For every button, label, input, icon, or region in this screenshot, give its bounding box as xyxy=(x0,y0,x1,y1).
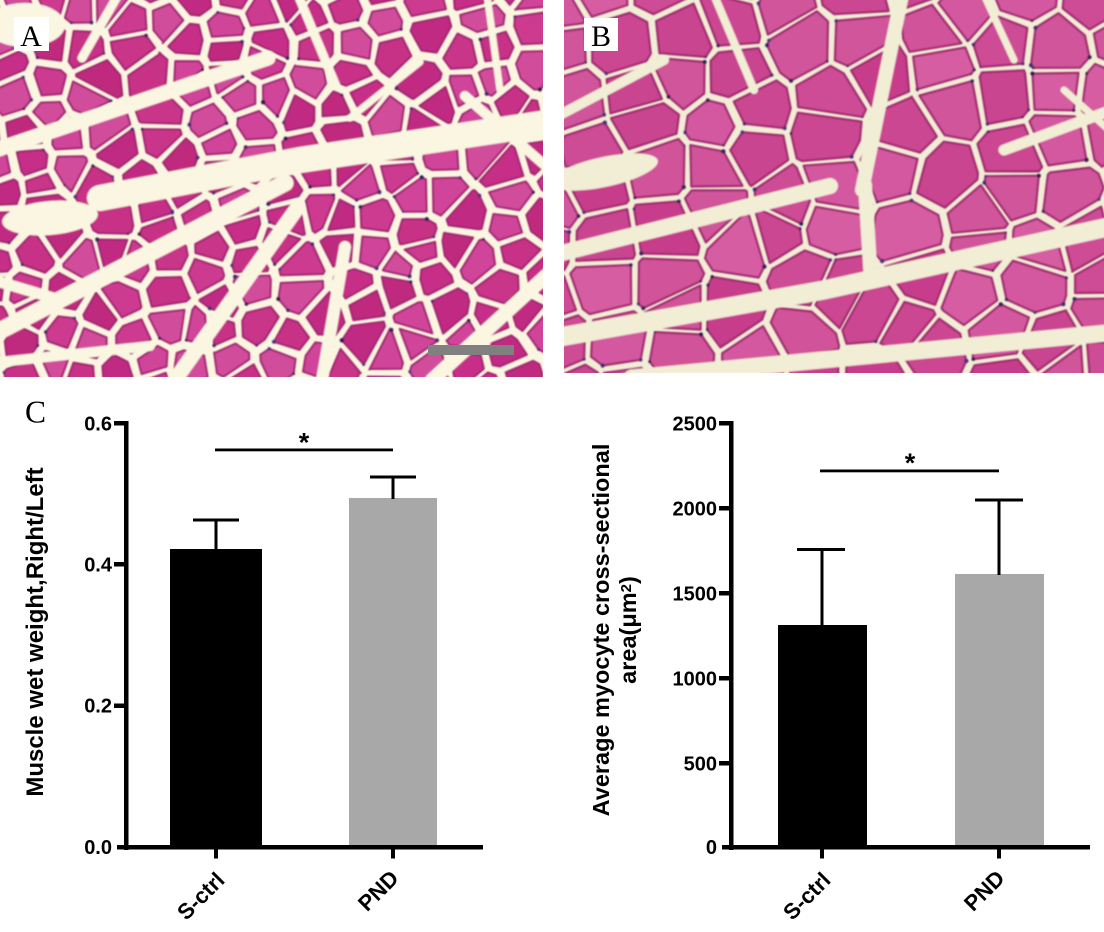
svg-text:area(μm2): area(μm2) xyxy=(615,576,641,684)
svg-text:*: * xyxy=(299,428,310,458)
svg-text:A: A xyxy=(20,20,42,53)
svg-text:2500: 2500 xyxy=(673,414,718,436)
svg-text:500: 500 xyxy=(684,754,717,776)
svg-text:Average myocyte cross-sectiona: Average myocyte cross-sectional xyxy=(588,444,614,817)
svg-text:Muscle wet weight,Right/Left: Muscle wet weight,Right/Left xyxy=(22,467,49,796)
svg-text:2000: 2000 xyxy=(673,499,718,521)
svg-text:0: 0 xyxy=(706,837,717,859)
svg-text:C: C xyxy=(25,395,46,430)
svg-text:PND: PND xyxy=(353,865,404,916)
svg-text:0.4: 0.4 xyxy=(84,555,113,577)
svg-text:1000: 1000 xyxy=(673,669,718,691)
svg-text:0.6: 0.6 xyxy=(84,414,112,436)
svg-text:S-ctrl: S-ctrl xyxy=(172,867,229,924)
svg-text:B: B xyxy=(591,20,611,53)
svg-text:S-ctrl: S-ctrl xyxy=(778,867,835,924)
svg-text:0.2: 0.2 xyxy=(84,696,112,718)
svg-text:*: * xyxy=(905,448,916,478)
svg-text:PND: PND xyxy=(959,865,1010,916)
svg-text:0.0: 0.0 xyxy=(84,837,112,859)
svg-text:1500: 1500 xyxy=(673,584,718,606)
